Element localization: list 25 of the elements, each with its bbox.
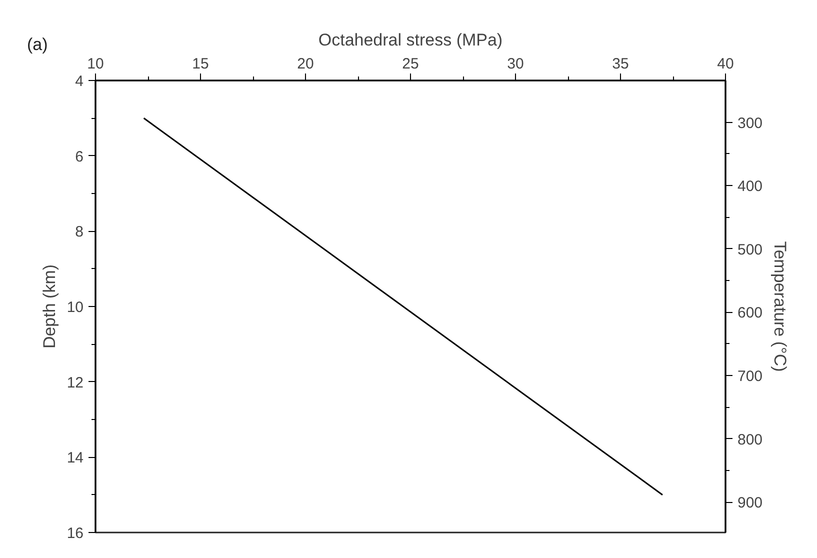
x-tick-label: 40 bbox=[717, 56, 734, 72]
y-tick-label: 6 bbox=[75, 148, 84, 166]
x-axis-title: Octahedral stress (MPa) bbox=[318, 30, 503, 50]
x-tick-label: 20 bbox=[297, 56, 314, 72]
y-tick-label: 8 bbox=[75, 224, 84, 241]
y2-tick-label: 800 bbox=[738, 431, 763, 448]
y-tick-label: 4 bbox=[75, 73, 84, 90]
y-tick-label: 14 bbox=[66, 450, 84, 467]
x-tick-label: 10 bbox=[87, 56, 104, 72]
y2-tick-label: 500 bbox=[738, 241, 763, 258]
y-tick-label: 16 bbox=[66, 525, 84, 542]
text: (a) bbox=[27, 34, 48, 56]
y2-tick-label: 900 bbox=[738, 494, 763, 512]
y-axis-title: Depth (km) bbox=[40, 264, 59, 349]
x-tick-label: 25 bbox=[402, 56, 419, 72]
x-tick-label: 35 bbox=[612, 56, 629, 72]
y2-tick-label: 700 bbox=[738, 368, 763, 386]
y-tick-label: 10 bbox=[66, 299, 84, 316]
y2-tick-label: 400 bbox=[738, 178, 763, 196]
y-tick-label: 12 bbox=[66, 374, 84, 392]
y2-axis-title: Temperature (°C) bbox=[770, 241, 790, 372]
x-tick-label: 15 bbox=[192, 56, 209, 72]
y2-tick-label: 300 bbox=[738, 114, 763, 132]
x-tick-label: 30 bbox=[507, 56, 524, 72]
y2-tick-label: 600 bbox=[738, 304, 763, 322]
